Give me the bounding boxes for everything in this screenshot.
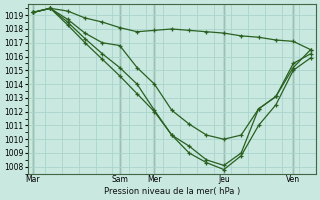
X-axis label: Pression niveau de la mer( hPa ): Pression niveau de la mer( hPa ): [104, 187, 240, 196]
